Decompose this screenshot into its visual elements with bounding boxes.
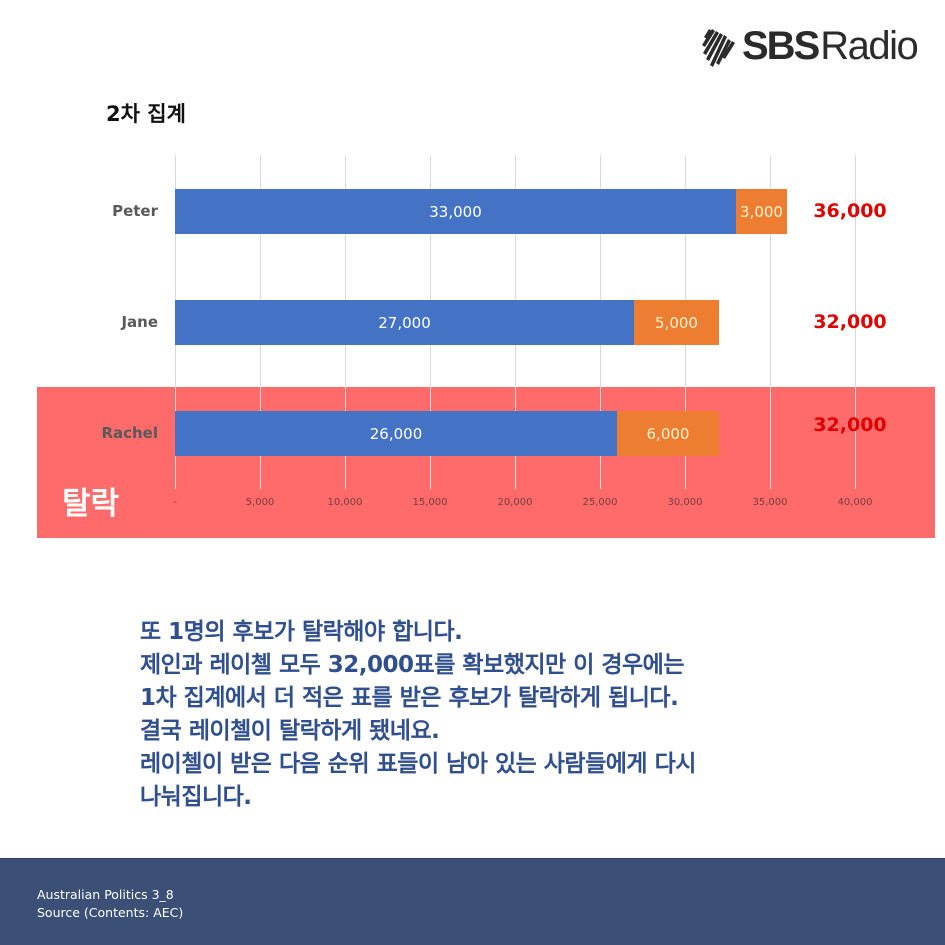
x-tick-label: 35,000 — [752, 497, 788, 508]
logo-text-radio: Radio — [820, 23, 919, 68]
total-label-peter: 36,000 — [813, 200, 887, 222]
explanation-line: 레이첼이 받은 다음 순위 표들이 남아 있는 사람들에게 다시 — [140, 751, 696, 777]
bar-rachel-transfer: 6,000 — [617, 411, 719, 456]
explanation-line: 제인과 레이첼 모두 32,000표를 확보했지만 이 경우에는 — [140, 652, 684, 678]
sbs-stripes-logo-icon — [702, 29, 735, 67]
logo-text-sbs: SBS — [742, 23, 820, 68]
footer-source-label: Source (Contents: AEC) — [37, 905, 184, 920]
total-label-jane: 32,000 — [813, 311, 887, 333]
bar-jane-transfer: 5,000 — [634, 300, 719, 345]
footer-band: Australian Politics 3_8 Source (Contents… — [0, 858, 945, 945]
x-tick-label: - — [173, 497, 177, 508]
x-tick-label: 5,000 — [245, 497, 275, 508]
bar-peter-transfer: 3,000 — [736, 189, 787, 234]
sbs-radio-logo: SBS Radio — [700, 20, 919, 72]
x-tick-label: 15,000 — [412, 497, 448, 508]
explanation-line: 나눠집니다. — [140, 784, 252, 810]
total-label-rachel: 32,000 — [813, 414, 887, 436]
x-tick-label: 30,000 — [667, 497, 703, 508]
explanation-text: 또 1명의 후보가 탈락해야 합니다. 제인과 레이첼 모두 32,000표를 … — [140, 616, 696, 814]
eliminated-highlight-box — [37, 387, 935, 538]
explanation-line: 결국 레이첼이 탈락하게 됐네요. — [140, 718, 440, 744]
footer-series-label: Australian Politics 3_8 — [37, 887, 174, 902]
category-label-jane: Jane — [121, 313, 158, 331]
bar-rachel-first-count: 26,000 — [175, 411, 617, 456]
x-tick-label: 20,000 — [497, 497, 533, 508]
gridline-35000 — [770, 155, 771, 489]
bar-peter-first-count: 33,000 — [175, 189, 736, 234]
x-tick-label: 40,000 — [837, 497, 873, 508]
chart-title: 2차 집계 — [106, 102, 186, 126]
x-tick-label: 10,000 — [327, 497, 363, 508]
explanation-line: 1차 집계에서 더 적은 표를 받은 후보가 탈락하게 됩니다. — [140, 685, 679, 711]
gridline-40000 — [855, 155, 856, 489]
eliminated-label: 탈락 — [62, 486, 120, 522]
category-label-rachel: Rachel — [101, 424, 158, 442]
explanation-line: 또 1명의 후보가 탈락해야 합니다. — [140, 619, 463, 645]
x-tick-label: 25,000 — [582, 497, 618, 508]
bar-jane-first-count: 27,000 — [175, 300, 634, 345]
category-label-peter: Peter — [112, 202, 158, 220]
